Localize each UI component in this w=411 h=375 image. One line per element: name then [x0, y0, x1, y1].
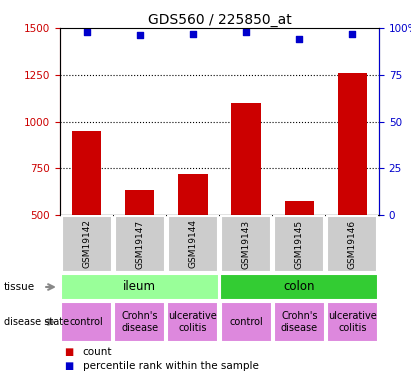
Text: Crohn's
disease: Crohn's disease [121, 311, 158, 333]
Bar [221, 216, 271, 272]
Title: GDS560 / 225850_at: GDS560 / 225850_at [148, 13, 291, 27]
Text: control: control [70, 317, 104, 327]
Bar [167, 302, 218, 342]
Bar [114, 302, 165, 342]
Text: GSM19146: GSM19146 [348, 219, 357, 268]
Text: GSM19144: GSM19144 [188, 219, 197, 268]
Text: ■: ■ [64, 361, 73, 371]
Point [349, 31, 356, 37]
Point [296, 36, 302, 42]
Bar [274, 302, 325, 342]
Bar [61, 302, 112, 342]
Bar [221, 302, 272, 342]
Bar [125, 190, 155, 215]
Point [189, 31, 196, 37]
Bar [60, 274, 219, 300]
Text: control: control [229, 317, 263, 327]
Bar [274, 216, 324, 272]
Text: ulcerative
colitis: ulcerative colitis [328, 311, 377, 333]
Point [136, 33, 143, 39]
Text: count: count [83, 347, 112, 357]
Point [83, 29, 90, 35]
Bar [220, 274, 379, 300]
Text: ulcerative
colitis: ulcerative colitis [169, 311, 217, 333]
Text: GSM19143: GSM19143 [242, 219, 251, 268]
Bar [231, 103, 261, 215]
Bar [168, 216, 218, 272]
Bar [338, 73, 367, 215]
Bar [62, 216, 111, 272]
Bar [285, 201, 314, 215]
Text: ■: ■ [64, 347, 73, 357]
Text: GSM19145: GSM19145 [295, 219, 304, 268]
Text: disease state: disease state [4, 317, 69, 327]
Text: percentile rank within the sample: percentile rank within the sample [83, 361, 259, 371]
Text: colon: colon [284, 280, 315, 294]
Text: ileum: ileum [123, 280, 156, 294]
Text: GSM19142: GSM19142 [82, 219, 91, 268]
Text: GSM19147: GSM19147 [135, 219, 144, 268]
Bar [72, 131, 101, 215]
Text: Crohn's
disease: Crohn's disease [281, 311, 318, 333]
Bar [115, 216, 165, 272]
Point [243, 29, 249, 35]
Text: tissue: tissue [4, 282, 35, 292]
Bar [327, 302, 378, 342]
Bar [328, 216, 377, 272]
Bar [178, 174, 208, 215]
